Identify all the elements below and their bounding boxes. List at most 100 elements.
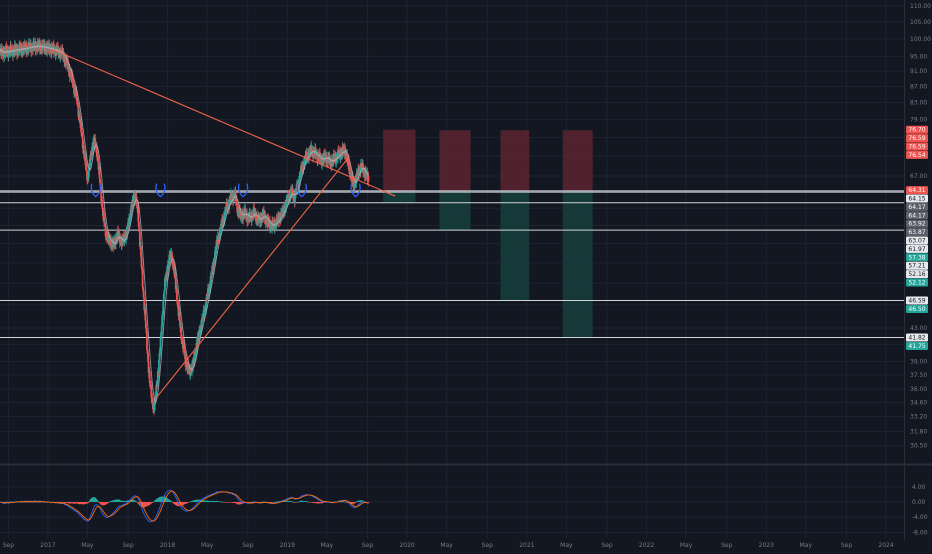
price-tick-label: 33.20 [910,414,927,421]
candle-body [214,251,216,263]
candle-body [87,171,90,179]
candle-body [269,225,272,230]
candle-body [137,205,140,222]
price-tick-label: 37.50 [910,372,927,379]
time-tick-label: May [440,542,453,549]
candle-body [347,158,350,162]
candle-body [30,47,33,53]
price-label-text: 63.87 [908,229,925,236]
candle-body [337,149,340,156]
candle-body [166,264,169,276]
candle-body [258,216,260,223]
target-zone-1 [383,190,416,203]
candle-body [99,178,102,184]
candle-body [306,152,308,157]
candle-body [222,222,225,224]
candle-body [141,266,143,270]
macd-bar [29,501,32,503]
candle-body [278,216,281,220]
candle-body [208,287,210,295]
time-tick-label: Sep [721,542,733,549]
candle-body [119,239,122,243]
candle-body [203,310,206,316]
macd-bar [355,501,358,503]
price-label-tag [906,125,928,134]
candle-body [104,222,106,226]
price-tick-label: 110.00 [910,3,931,10]
candle-body [97,155,99,162]
candle-body [173,264,176,275]
candle-body [33,45,36,47]
candle-body [301,164,303,172]
candle-body [340,152,343,155]
candle-body [81,132,84,138]
time-tick-label: 2022 [639,542,654,549]
candle-body [187,369,190,371]
candle-body [353,183,356,188]
candle-body [171,256,174,266]
price-label-text: 63.92 [908,221,925,228]
price-label-text: 41.82 [908,335,925,342]
candle-body [223,211,226,222]
macd-bar [38,501,40,503]
candle-body [285,199,288,209]
candle-body [128,217,130,227]
candle-body [76,102,79,106]
candle-body [299,173,302,179]
candle-body [124,235,127,238]
candle-body [226,202,228,209]
candle-body [181,339,184,342]
candle-body [361,166,363,168]
macd-bar [135,501,138,503]
macd-tick-label: 0.00 [912,499,926,506]
candle-body [89,154,92,166]
time-tick-label: 2024 [878,542,893,549]
candle-body [23,43,26,52]
price-tick-label: 39.00 [910,358,927,365]
pattern-marker-3 [237,183,249,198]
candle-body [324,153,326,160]
price-label-tag [906,142,928,151]
price-label-tag [906,261,928,270]
candle-body [187,362,190,371]
macd-bar [307,501,309,503]
price-label-tag [906,134,928,143]
candle-body [205,297,208,310]
candle-body [206,296,209,299]
candle-body [301,164,304,168]
stop-zone-4 [562,130,593,191]
candle-body [110,245,113,247]
candle-body [148,370,151,383]
candle-body [326,160,329,164]
moving-average-line [0,44,369,404]
candle-body [14,47,17,52]
candle-body [228,200,231,210]
candle-body [44,50,47,52]
price-label-text: 61.97 [908,246,925,253]
candle-body [143,297,146,311]
candle-body [50,45,53,55]
candle-body [85,163,88,171]
candle-body [140,256,143,267]
candle-body [315,154,318,156]
candle-body [246,216,249,223]
stop-zone-2 [439,130,471,191]
candle-body [324,153,327,157]
candle-body [240,211,243,217]
candle-body [77,105,80,117]
candle-body [196,336,199,347]
time-tick-label: Sep [362,542,374,549]
candle-body [135,196,138,202]
macd-tick-label: -4.00 [912,514,928,521]
candle-body [335,157,338,164]
macd-bar [189,501,191,503]
candle-body [193,352,196,362]
candle-body [210,272,213,278]
candle-body [175,288,178,302]
macd-bar [23,502,25,503]
candle-body [84,154,87,166]
candle-body [170,252,173,260]
candle-body [264,214,267,224]
